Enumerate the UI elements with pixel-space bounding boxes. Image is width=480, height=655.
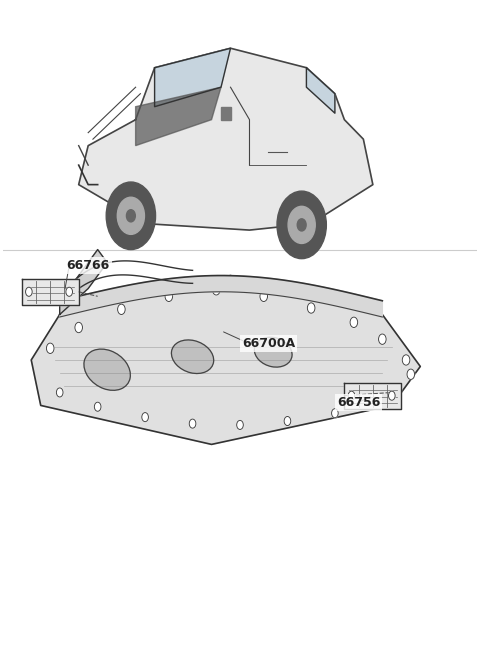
Circle shape (260, 291, 267, 301)
Polygon shape (79, 48, 373, 230)
Circle shape (189, 419, 196, 428)
Circle shape (117, 197, 144, 234)
Circle shape (370, 400, 376, 409)
Circle shape (25, 288, 32, 296)
Circle shape (307, 303, 315, 313)
Circle shape (350, 317, 358, 328)
Polygon shape (60, 276, 383, 317)
Circle shape (297, 219, 306, 231)
Ellipse shape (254, 337, 292, 367)
Circle shape (47, 343, 54, 354)
Circle shape (332, 409, 338, 418)
Circle shape (237, 421, 243, 430)
Ellipse shape (171, 340, 214, 373)
Circle shape (402, 355, 410, 365)
Circle shape (388, 391, 395, 400)
Circle shape (165, 291, 173, 301)
Text: 66756: 66756 (337, 396, 380, 409)
Circle shape (66, 288, 72, 296)
Polygon shape (344, 383, 401, 409)
Circle shape (95, 402, 101, 411)
Circle shape (118, 304, 125, 314)
Text: 66700A: 66700A (242, 337, 295, 350)
Circle shape (348, 391, 355, 400)
Circle shape (407, 369, 415, 379)
Polygon shape (221, 107, 230, 120)
Circle shape (106, 182, 156, 250)
Polygon shape (22, 279, 79, 305)
Circle shape (142, 413, 148, 422)
Polygon shape (306, 67, 335, 113)
Polygon shape (60, 250, 107, 314)
Text: 66766: 66766 (67, 259, 110, 272)
Polygon shape (31, 276, 420, 444)
Circle shape (213, 285, 220, 295)
Polygon shape (136, 87, 221, 145)
Ellipse shape (84, 349, 131, 390)
Circle shape (126, 210, 135, 222)
Circle shape (75, 322, 83, 333)
Circle shape (288, 206, 315, 244)
Circle shape (379, 334, 386, 345)
Circle shape (277, 191, 326, 259)
Circle shape (284, 417, 291, 426)
Polygon shape (155, 48, 230, 107)
Circle shape (56, 388, 63, 397)
